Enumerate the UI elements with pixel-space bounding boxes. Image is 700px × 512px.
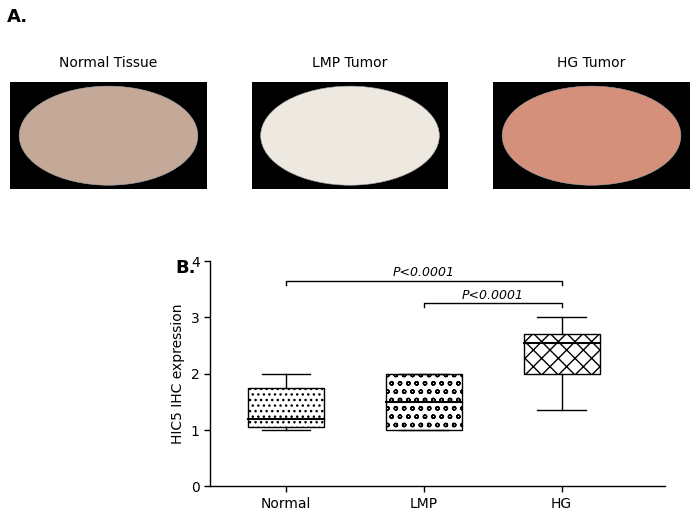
Bar	[524, 334, 599, 374]
Ellipse shape	[502, 86, 681, 185]
Bar	[248, 388, 323, 427]
Bar	[386, 374, 461, 430]
Bar	[251, 82, 449, 189]
Text: P<0.0001: P<0.0001	[462, 289, 524, 302]
Text: Normal Tissue: Normal Tissue	[60, 56, 158, 70]
Y-axis label: HIC5 IHC expression: HIC5 IHC expression	[172, 304, 186, 444]
Ellipse shape	[260, 86, 440, 185]
Text: B.: B.	[175, 259, 195, 276]
Bar	[386, 374, 461, 430]
Text: LMP Tumor: LMP Tumor	[312, 56, 388, 70]
Bar	[248, 388, 323, 427]
Bar	[524, 334, 599, 374]
Bar	[10, 82, 207, 189]
Text: A.: A.	[7, 8, 28, 26]
Text: HG Tumor: HG Tumor	[557, 56, 626, 70]
Bar	[493, 82, 690, 189]
Text: P<0.0001: P<0.0001	[393, 266, 455, 279]
Ellipse shape	[19, 86, 198, 185]
